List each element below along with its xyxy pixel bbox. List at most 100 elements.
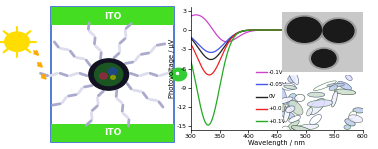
- Circle shape: [170, 68, 187, 81]
- Ellipse shape: [348, 115, 363, 123]
- 0V: [233, 34, 238, 35]
- Ellipse shape: [327, 83, 344, 87]
- Line: -0.1V: -0.1V: [191, 15, 363, 42]
- 0V: [209, 59, 213, 60]
- +0.1V: [219, 77, 224, 78]
- Ellipse shape: [329, 85, 338, 91]
- -0.1V: [304, 29, 308, 31]
- -0.1V: [361, 29, 365, 31]
- Ellipse shape: [280, 88, 287, 105]
- Circle shape: [111, 76, 115, 79]
- Ellipse shape: [310, 115, 321, 125]
- -0.05V: [267, 29, 271, 31]
- Circle shape: [323, 20, 354, 42]
- +0.05V: [290, 29, 295, 31]
- -0.1V: [194, 14, 198, 16]
- 0V: [189, 37, 193, 39]
- Circle shape: [321, 18, 356, 44]
- Circle shape: [285, 15, 324, 44]
- Ellipse shape: [284, 105, 290, 122]
- Ellipse shape: [335, 89, 356, 95]
- Ellipse shape: [274, 97, 293, 104]
- Ellipse shape: [353, 108, 365, 113]
- Ellipse shape: [344, 125, 351, 129]
- Circle shape: [309, 48, 339, 69]
- -0.05V: [361, 29, 365, 31]
- -0.05V: [219, 45, 224, 47]
- 0V: [318, 29, 323, 31]
- Ellipse shape: [289, 100, 303, 115]
- Ellipse shape: [286, 106, 295, 113]
- Ellipse shape: [345, 119, 355, 126]
- Line: 0V: 0V: [191, 30, 363, 60]
- Ellipse shape: [295, 94, 305, 102]
- -0.05V: [189, 36, 193, 38]
- Text: +0.05V: +0.05V: [268, 106, 289, 111]
- Text: -0.1V: -0.1V: [268, 70, 283, 75]
- Ellipse shape: [280, 111, 295, 119]
- Ellipse shape: [307, 100, 333, 107]
- -0.05V: [290, 29, 295, 31]
- Circle shape: [312, 49, 336, 67]
- Circle shape: [108, 68, 117, 75]
- 0V: [267, 29, 271, 31]
- Ellipse shape: [282, 126, 290, 133]
- +0.05V: [361, 29, 365, 31]
- Line: +0.1V: +0.1V: [191, 30, 363, 125]
- Ellipse shape: [289, 116, 301, 122]
- -0.1V: [319, 29, 323, 31]
- -0.05V: [304, 29, 308, 31]
- Ellipse shape: [332, 91, 338, 107]
- +0.05V: [304, 29, 308, 31]
- Circle shape: [287, 17, 321, 42]
- -0.05V: [209, 52, 213, 53]
- Ellipse shape: [284, 85, 297, 89]
- Y-axis label: Photovoltage / μV: Photovoltage / μV: [169, 39, 175, 98]
- Text: 0V: 0V: [268, 94, 276, 99]
- +0.05V: [318, 29, 323, 31]
- +0.1V: [267, 29, 271, 31]
- -0.1V: [225, 41, 229, 43]
- Ellipse shape: [293, 124, 319, 131]
- Bar: [51, 124, 174, 142]
- +0.1V: [361, 29, 365, 31]
- Ellipse shape: [313, 81, 336, 91]
- X-axis label: Wavelength / nm: Wavelength / nm: [248, 140, 305, 146]
- +0.05V: [207, 74, 212, 76]
- Circle shape: [89, 59, 129, 90]
- Circle shape: [94, 63, 123, 86]
- -0.1V: [189, 15, 193, 17]
- Ellipse shape: [287, 93, 297, 108]
- Ellipse shape: [291, 126, 311, 133]
- Circle shape: [99, 73, 107, 79]
- +0.1V: [233, 35, 238, 37]
- Text: ITO: ITO: [104, 11, 121, 21]
- Text: -0.05V: -0.05V: [268, 82, 286, 87]
- -0.1V: [267, 29, 271, 31]
- +0.1V: [318, 29, 323, 31]
- Ellipse shape: [338, 82, 352, 90]
- +0.1V: [189, 60, 193, 62]
- Ellipse shape: [309, 98, 325, 115]
- +0.1V: [206, 124, 211, 126]
- +0.1V: [290, 29, 295, 31]
- Line: -0.05V: -0.05V: [191, 30, 363, 52]
- Ellipse shape: [346, 75, 352, 81]
- Bar: [51, 7, 174, 25]
- Ellipse shape: [287, 120, 299, 130]
- -0.1V: [291, 29, 295, 31]
- Ellipse shape: [288, 76, 295, 83]
- -0.1V: [219, 39, 224, 41]
- -0.05V: [318, 29, 323, 31]
- Ellipse shape: [349, 111, 356, 119]
- Text: ITO: ITO: [104, 128, 121, 138]
- +0.05V: [219, 56, 224, 57]
- Ellipse shape: [280, 101, 284, 112]
- Bar: [51, 7, 174, 142]
- 0V: [290, 29, 295, 31]
- Circle shape: [5, 32, 29, 51]
- Ellipse shape: [307, 108, 312, 116]
- Ellipse shape: [308, 92, 325, 97]
- Line: +0.05V: +0.05V: [191, 30, 363, 75]
- -0.1V: [233, 38, 238, 39]
